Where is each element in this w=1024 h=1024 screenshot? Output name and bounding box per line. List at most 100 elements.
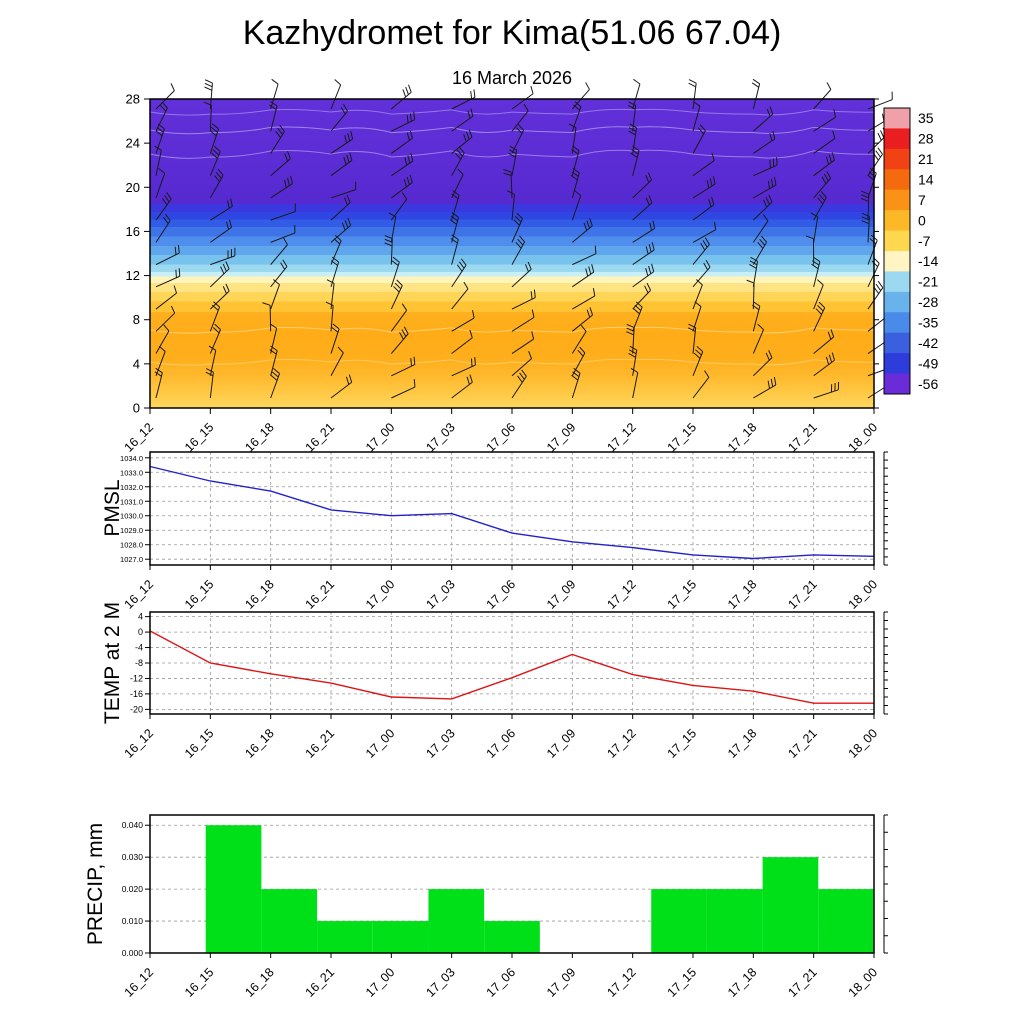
precip-bar (261, 889, 318, 953)
svg-text:17_21: 17_21 (785, 965, 820, 1000)
svg-text:14: 14 (918, 172, 934, 188)
svg-text:17_00: 17_00 (363, 577, 398, 612)
svg-text:17_12: 17_12 (604, 726, 639, 761)
svg-text:16_15: 16_15 (182, 420, 217, 455)
svg-text:1033.0: 1033.0 (120, 468, 143, 477)
svg-text:17_00: 17_00 (363, 965, 398, 1000)
pmsl-panel: 1034.0 1033.0 1032.0 1031.0 1030.0 1029.0 1028… (120, 451, 888, 612)
svg-text:16: 16 (126, 224, 140, 239)
svg-text:20: 20 (126, 180, 140, 195)
temp2m-panel: 4 0 -4 -8 -12 -16 -20 16_12 16_15 16_18 16_21 17_00… (122, 611, 888, 761)
svg-text:17_15: 17_15 (665, 965, 700, 1000)
svg-text:0.030: 0.030 (122, 852, 144, 862)
pmsl-series (149, 465, 875, 560)
svg-text:17_21: 17_21 (785, 420, 820, 455)
svg-text:17_15: 17_15 (665, 420, 700, 455)
svg-text:0.000: 0.000 (122, 948, 144, 958)
svg-text:8: 8 (133, 312, 140, 327)
temp-axis-title: TEMP at 2 M (101, 601, 124, 725)
svg-text:-7: -7 (918, 233, 931, 249)
precip-bar (651, 889, 707, 953)
svg-text:1028.0: 1028.0 (120, 541, 143, 550)
svg-text:16_12: 16_12 (122, 420, 157, 455)
precip-panel: 0.040 0.030 0.020 0.010 0.000 16_12 16_15 16_18… (122, 814, 888, 1000)
svg-text:1029.0: 1029.0 (120, 526, 143, 535)
svg-text:18_00: 18_00 (846, 726, 881, 761)
svg-text:16_21: 16_21 (303, 726, 338, 761)
svg-text:4: 4 (133, 356, 140, 371)
svg-text:4: 4 (138, 612, 143, 622)
svg-text:16_15: 16_15 (182, 965, 217, 1000)
svg-text:-42: -42 (918, 335, 938, 351)
svg-text:16_15: 16_15 (182, 726, 217, 761)
svg-text:28: 28 (126, 92, 140, 107)
precip-bar (818, 889, 874, 953)
svg-text:16_21: 16_21 (303, 420, 338, 455)
svg-text:16_12: 16_12 (122, 965, 157, 1000)
svg-text:17_15: 17_15 (665, 726, 700, 761)
precip-bar (205, 825, 262, 953)
svg-text:18_00: 18_00 (846, 577, 881, 612)
svg-text:17_18: 17_18 (725, 726, 760, 761)
svg-text:-21: -21 (918, 274, 938, 290)
svg-text:0: 0 (918, 212, 926, 228)
svg-text:0: 0 (138, 627, 143, 637)
svg-text:-14: -14 (918, 253, 938, 269)
precip-bar (317, 921, 373, 953)
svg-text:-28: -28 (918, 294, 938, 310)
svg-text:-20: -20 (130, 704, 143, 714)
contour-lines (149, 108, 875, 366)
svg-text:0.020: 0.020 (122, 884, 144, 894)
colorbar: 35 28 21 14 7 0 -7 -14 -21 -28 -35 -42 -49 -56 (883, 107, 938, 395)
svg-text:17_12: 17_12 (604, 420, 639, 455)
upper-air-axes: 0 4 8 12 16 20 24 28 16_12 16_15 16_18 16_21 17_00 17… (122, 92, 881, 455)
precip-axis-title: PRECIP, mm (84, 822, 107, 946)
precip-bar (372, 921, 429, 953)
svg-text:17_06: 17_06 (484, 726, 519, 761)
svg-text:12: 12 (126, 268, 140, 283)
svg-text:-16: -16 (130, 689, 143, 699)
pmsl-axis-title: PMSL (101, 479, 124, 537)
svg-text:16_21: 16_21 (303, 965, 338, 1000)
svg-text:16_18: 16_18 (242, 420, 277, 455)
svg-text:16_12: 16_12 (122, 726, 157, 761)
svg-text:18_00: 18_00 (846, 965, 881, 1000)
svg-text:1032.0: 1032.0 (120, 483, 143, 492)
page-title: Kazhydromet for Kima(51.06 67.04) (242, 14, 782, 52)
svg-text:21: 21 (918, 151, 934, 167)
svg-text:16_18: 16_18 (242, 965, 277, 1000)
svg-text:28: 28 (918, 131, 934, 147)
svg-text:16_21: 16_21 (303, 577, 338, 612)
svg-text:-8: -8 (135, 658, 143, 668)
svg-text:17_06: 17_06 (484, 420, 519, 455)
svg-text:17_06: 17_06 (484, 965, 519, 1000)
svg-text:1034.0: 1034.0 (120, 454, 143, 463)
svg-text:17_15: 17_15 (665, 577, 700, 612)
svg-text:0.010: 0.010 (122, 916, 144, 926)
svg-text:-12: -12 (130, 673, 143, 683)
svg-text:17_12: 17_12 (604, 577, 639, 612)
date-subtitle: 16 March 2026 (451, 68, 573, 88)
svg-text:1031.0: 1031.0 (120, 497, 143, 506)
svg-text:17_03: 17_03 (423, 577, 458, 612)
svg-text:1027.0: 1027.0 (120, 555, 143, 564)
svg-text:17_12: 17_12 (604, 965, 639, 1000)
svg-text:17_00: 17_00 (363, 420, 398, 455)
temp2m-series (149, 630, 874, 704)
wind-barbs (154, 78, 893, 399)
svg-text:-35: -35 (918, 315, 938, 331)
svg-text:17_09: 17_09 (544, 420, 579, 455)
svg-text:1030.0: 1030.0 (120, 512, 143, 521)
svg-text:24: 24 (126, 136, 140, 151)
svg-text:16_18: 16_18 (242, 726, 277, 761)
svg-text:17_03: 17_03 (423, 965, 458, 1000)
svg-text:-49: -49 (918, 355, 938, 371)
precip-bar (428, 889, 485, 953)
svg-text:17_09: 17_09 (544, 577, 579, 612)
svg-text:17_09: 17_09 (544, 726, 579, 761)
svg-text:0.040: 0.040 (122, 820, 144, 830)
precip-bar (706, 889, 763, 953)
svg-text:7: 7 (918, 192, 926, 208)
svg-text:16_15: 16_15 (182, 577, 217, 612)
